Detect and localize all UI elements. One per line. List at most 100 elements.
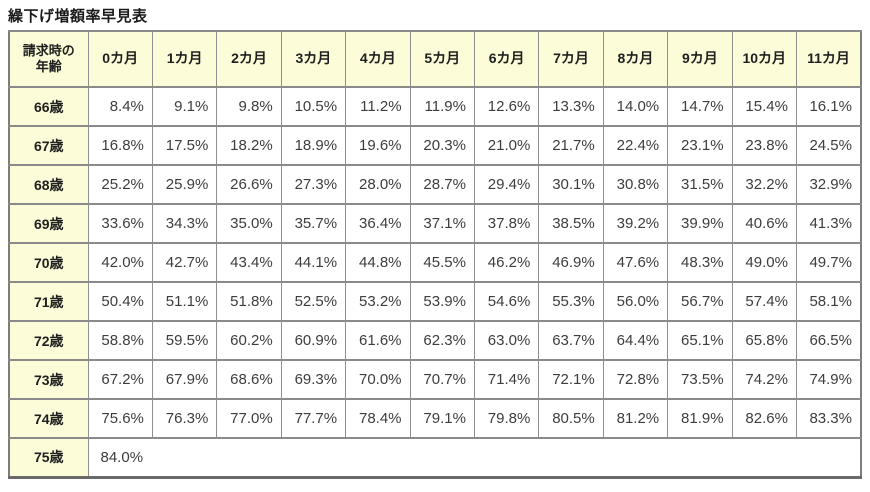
rate-cell: 46.2% bbox=[473, 242, 540, 283]
rate-cell: 72.1% bbox=[538, 359, 604, 400]
month-header: 5カ月 bbox=[409, 30, 475, 88]
age-cell: 75歳 bbox=[8, 437, 89, 478]
rate-cell: 82.6% bbox=[731, 398, 797, 439]
rate-cell: 9.1% bbox=[151, 86, 218, 127]
rate-cell: 26.6% bbox=[216, 164, 282, 205]
rate-cell: 49.0% bbox=[731, 242, 797, 283]
rate-cell: 83.3% bbox=[795, 398, 862, 439]
table-row: 73歳 67.2% 67.9% 68.6% 69.3% 70.0% 70.7% 71.4% 72… bbox=[8, 359, 862, 400]
rate-cell: 16.1% bbox=[795, 86, 862, 127]
rate-cell: 23.1% bbox=[667, 125, 733, 166]
rate-cell: 44.8% bbox=[345, 242, 411, 283]
table-row: 69歳 33.6% 34.3% 35.0% 35.7% 36.4% 37.1% 37.8% 38… bbox=[8, 203, 862, 244]
rate-cell: 53.2% bbox=[345, 281, 411, 322]
age-cell: 70歳 bbox=[8, 242, 89, 283]
rate-cell: 25.9% bbox=[151, 164, 218, 205]
rate-cell: 57.4% bbox=[731, 281, 797, 322]
rate-cell: 32.9% bbox=[795, 164, 862, 205]
rate-cell: 61.6% bbox=[345, 320, 411, 361]
rate-cell: 69.3% bbox=[280, 359, 347, 400]
month-header: 1カ月 bbox=[151, 30, 218, 88]
rate-cell: 35.7% bbox=[280, 203, 347, 244]
table-row: 75歳 84.0% bbox=[8, 437, 862, 478]
rate-cell: 45.5% bbox=[409, 242, 475, 283]
rate-cell: 72.8% bbox=[602, 359, 669, 400]
rate-cell: 18.2% bbox=[216, 125, 282, 166]
rate-cell: 19.6% bbox=[345, 125, 411, 166]
rate-cell: 81.2% bbox=[602, 398, 669, 439]
age-cell: 72歳 bbox=[8, 320, 89, 361]
rate-cell: 11.9% bbox=[409, 86, 475, 127]
rate-cell: 27.3% bbox=[280, 164, 347, 205]
rate-cell: 11.2% bbox=[345, 86, 411, 127]
rate-cell: 79.1% bbox=[409, 398, 475, 439]
rate-cell: 9.8% bbox=[216, 86, 282, 127]
table-header-row: 請求時の 年齢 0カ月 1カ月 2カ月 3カ月 4カ月 5カ月 6カ月 7カ月 8カ月 9カ月 10カ月… bbox=[8, 30, 862, 88]
rate-cell: 81.9% bbox=[667, 398, 733, 439]
corner-header-claim-age: 請求時の 年齢 bbox=[8, 30, 89, 88]
rate-cell: 10.5% bbox=[280, 86, 347, 127]
rate-cell: 39.9% bbox=[667, 203, 733, 244]
rate-cell: 80.5% bbox=[538, 398, 604, 439]
month-header: 6カ月 bbox=[473, 30, 540, 88]
rate-cell: 70.0% bbox=[345, 359, 411, 400]
rate-cell: 64.4% bbox=[602, 320, 669, 361]
rate-cell: 33.6% bbox=[87, 203, 153, 244]
rate-cell: 53.9% bbox=[409, 281, 475, 322]
rate-cell: 35.0% bbox=[216, 203, 282, 244]
rate-cell: 50.4% bbox=[87, 281, 153, 322]
rate-cell: 76.3% bbox=[151, 398, 218, 439]
rate-cell: 38.5% bbox=[538, 203, 604, 244]
rate-cell: 75.6% bbox=[87, 398, 153, 439]
age-cell: 66歳 bbox=[8, 86, 89, 127]
age-cell: 68歳 bbox=[8, 164, 89, 205]
rate-cell: 42.7% bbox=[151, 242, 218, 283]
rate-cell: 67.2% bbox=[87, 359, 153, 400]
rate-cell: 22.4% bbox=[602, 125, 669, 166]
table-row: 70歳 42.0% 42.7% 43.4% 44.1% 44.8% 45.5% 46.2% 46… bbox=[8, 242, 862, 283]
rate-cell: 29.4% bbox=[473, 164, 540, 205]
rate-cell: 55.3% bbox=[538, 281, 604, 322]
rate-cell: 73.5% bbox=[667, 359, 733, 400]
table-row: 67歳 16.8% 17.5% 18.2% 18.9% 19.6% 20.3% 21.0% 21… bbox=[8, 125, 862, 166]
table-row: 68歳 25.2% 25.9% 26.6% 27.3% 28.0% 28.7% 29.4% 30… bbox=[8, 164, 862, 205]
rate-cell: 42.0% bbox=[87, 242, 153, 283]
age-cell: 74歳 bbox=[8, 398, 89, 439]
rate-cell: 25.2% bbox=[87, 164, 153, 205]
rate-cell: 20.3% bbox=[409, 125, 475, 166]
rate-cell: 71.4% bbox=[473, 359, 540, 400]
age-cell: 69歳 bbox=[8, 203, 89, 244]
rate-cell: 60.9% bbox=[280, 320, 347, 361]
page-title: 繰下げ増額率早見表 bbox=[8, 8, 148, 25]
rate-cell: 21.7% bbox=[538, 125, 604, 166]
month-header: 11カ月 bbox=[795, 30, 862, 88]
rate-cell: 54.6% bbox=[473, 281, 540, 322]
rate-cell: 51.1% bbox=[151, 281, 218, 322]
rate-cell: 52.5% bbox=[280, 281, 347, 322]
month-header: 0カ月 bbox=[87, 30, 153, 88]
age-cell: 73歳 bbox=[8, 359, 89, 400]
table-row: 72歳 58.8% 59.5% 60.2% 60.9% 61.6% 62.3% 63.0% 63… bbox=[8, 320, 862, 361]
rate-cell: 14.0% bbox=[602, 86, 669, 127]
rate-cell: 14.7% bbox=[667, 86, 733, 127]
rate-cell: 18.9% bbox=[280, 125, 347, 166]
rate-cell: 63.0% bbox=[473, 320, 540, 361]
rate-cell: 30.1% bbox=[538, 164, 604, 205]
rate-cell: 66.5% bbox=[795, 320, 862, 361]
rate-cell: 17.5% bbox=[151, 125, 218, 166]
rate-cell: 74.9% bbox=[795, 359, 862, 400]
rate-cell: 15.4% bbox=[731, 86, 797, 127]
rate-cell: 48.3% bbox=[667, 242, 733, 283]
rate-cell: 56.0% bbox=[602, 281, 669, 322]
month-header: 7カ月 bbox=[538, 30, 604, 88]
rate-cell: 28.0% bbox=[345, 164, 411, 205]
rate-cell: 74.2% bbox=[731, 359, 797, 400]
rate-cell-merged: 84.0% bbox=[87, 437, 862, 478]
rate-cell: 68.6% bbox=[216, 359, 282, 400]
rate-cell: 37.1% bbox=[409, 203, 475, 244]
rate-cell: 59.5% bbox=[151, 320, 218, 361]
rate-cell: 58.1% bbox=[795, 281, 862, 322]
rate-cell: 8.4% bbox=[87, 86, 153, 127]
age-cell: 71歳 bbox=[8, 281, 89, 322]
